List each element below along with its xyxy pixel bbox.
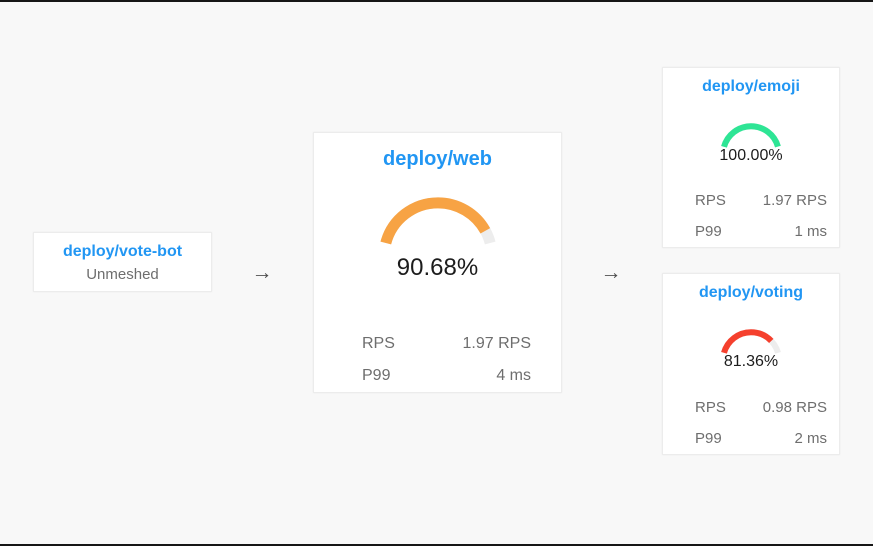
stat-value-p99: 2 ms	[794, 430, 827, 447]
node-card-vote-bot: deploy/vote-bot Unmeshed	[33, 232, 212, 292]
edge-arrow-icon: →	[251, 261, 273, 284]
stat-row-rps: RPS 0.98 RPS	[695, 392, 827, 423]
stat-value-rps: 0.98 RPS	[762, 399, 827, 416]
stat-value-p99: 4 ms	[496, 367, 531, 384]
stat-value-rps: 1.97 RPS	[762, 192, 827, 209]
success-rate-value: 81.36%	[723, 353, 779, 370]
success-rate-gauge	[721, 329, 781, 354]
stat-row-p99: P99 1 ms	[695, 216, 827, 247]
node-title-link-web[interactable]: deploy/web	[383, 148, 492, 170]
node-title-link-vote-bot[interactable]: deploy/vote-bot	[62, 243, 183, 260]
success-rate-value: 100.00%	[719, 147, 783, 164]
stat-label-rps: RPS	[695, 192, 726, 209]
stat-label-p99: P99	[695, 430, 722, 447]
window-edge-top	[0, 0, 873, 2]
stat-value-p99: 1 ms	[794, 223, 827, 240]
node-title-link-emoji[interactable]: deploy/emoji	[702, 78, 800, 95]
stat-row-rps: RPS 1.97 RPS	[695, 185, 827, 216]
stat-row-rps: RPS 1.97 RPS	[362, 328, 531, 360]
stat-label-rps: RPS	[362, 335, 395, 352]
edge-arrow-icon: →	[600, 261, 622, 284]
stat-label-p99: P99	[695, 223, 722, 240]
stats-table: RPS 0.98 RPS P99 2 ms	[663, 392, 839, 454]
success-rate-value: 90.68%	[396, 254, 479, 281]
node-status-unmeshed: Unmeshed	[86, 266, 159, 283]
stat-row-p99: P99 2 ms	[695, 423, 827, 454]
stats-table: RPS 1.97 RPS P99 4 ms	[314, 328, 561, 392]
node-card-voting: deploy/voting 81.36% RPS 0.98 RPS P99 2 …	[662, 273, 840, 455]
node-title-link-voting[interactable]: deploy/voting	[699, 284, 803, 301]
success-rate-gauge	[721, 123, 781, 148]
stat-row-p99: P99 4 ms	[362, 360, 531, 392]
window-edge-bottom	[0, 544, 873, 546]
node-card-web: deploy/web 90.68% RPS 1.97 RPS P99 4 ms	[313, 132, 562, 393]
stat-value-rps: 1.97 RPS	[462, 335, 531, 352]
node-card-emoji: deploy/emoji 100.00% RPS 1.97 RPS P99 1 …	[662, 67, 840, 248]
stat-label-p99: P99	[362, 367, 391, 384]
success-rate-gauge	[379, 197, 496, 245]
stat-label-rps: RPS	[695, 399, 726, 416]
stats-table: RPS 1.97 RPS P99 1 ms	[663, 185, 839, 247]
